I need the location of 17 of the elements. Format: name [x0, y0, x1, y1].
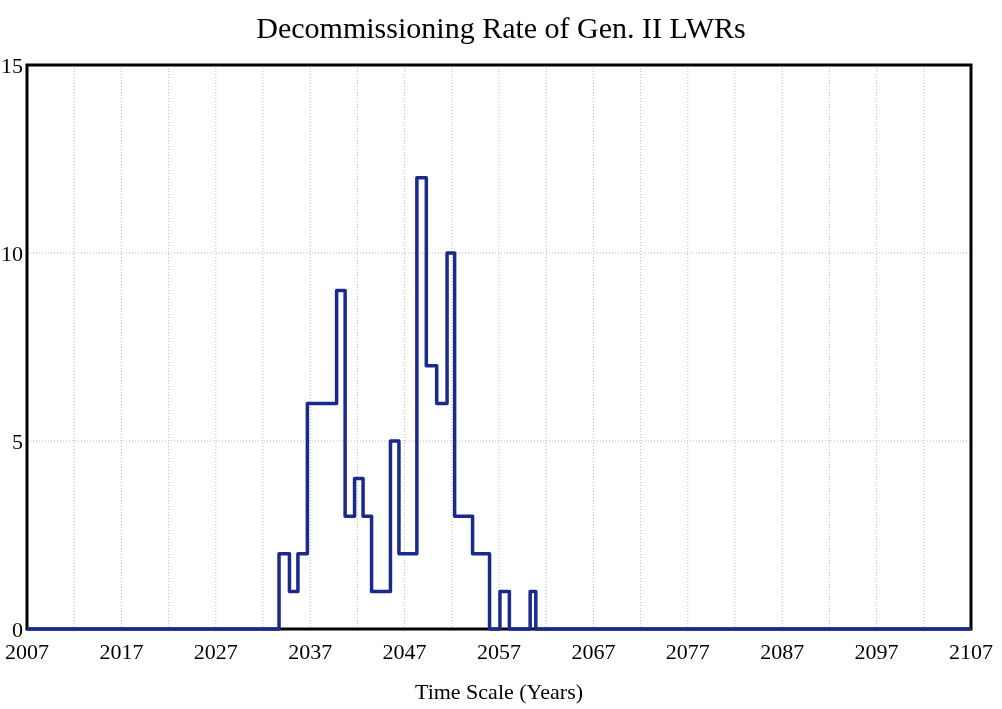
x-tick-label: 2007	[5, 639, 49, 664]
x-tick-label: 2077	[665, 639, 710, 664]
y-tick-label: 15	[1, 52, 23, 78]
x-tick-label: 2097	[854, 639, 899, 664]
y-tick-label: 0	[12, 616, 23, 642]
x-tick-label: 2107	[949, 639, 993, 664]
x-tick-label: 2047	[382, 639, 427, 664]
x-tick-label: 2027	[193, 639, 238, 664]
x-tick-label: 2067	[571, 639, 616, 664]
x-axis-title: Time Scale (Years)	[414, 679, 584, 704]
x-tick-label: 2017	[99, 639, 144, 664]
x-tick-label: 2087	[760, 639, 805, 664]
y-tick-label: 5	[12, 428, 23, 454]
x-tick-label: 2057	[477, 639, 521, 664]
x-tick-label: 2037	[288, 639, 333, 664]
y-tick-label: 10	[1, 240, 23, 266]
chart-title: Decommissioning Rate of Gen. II LWRs	[256, 11, 746, 44]
